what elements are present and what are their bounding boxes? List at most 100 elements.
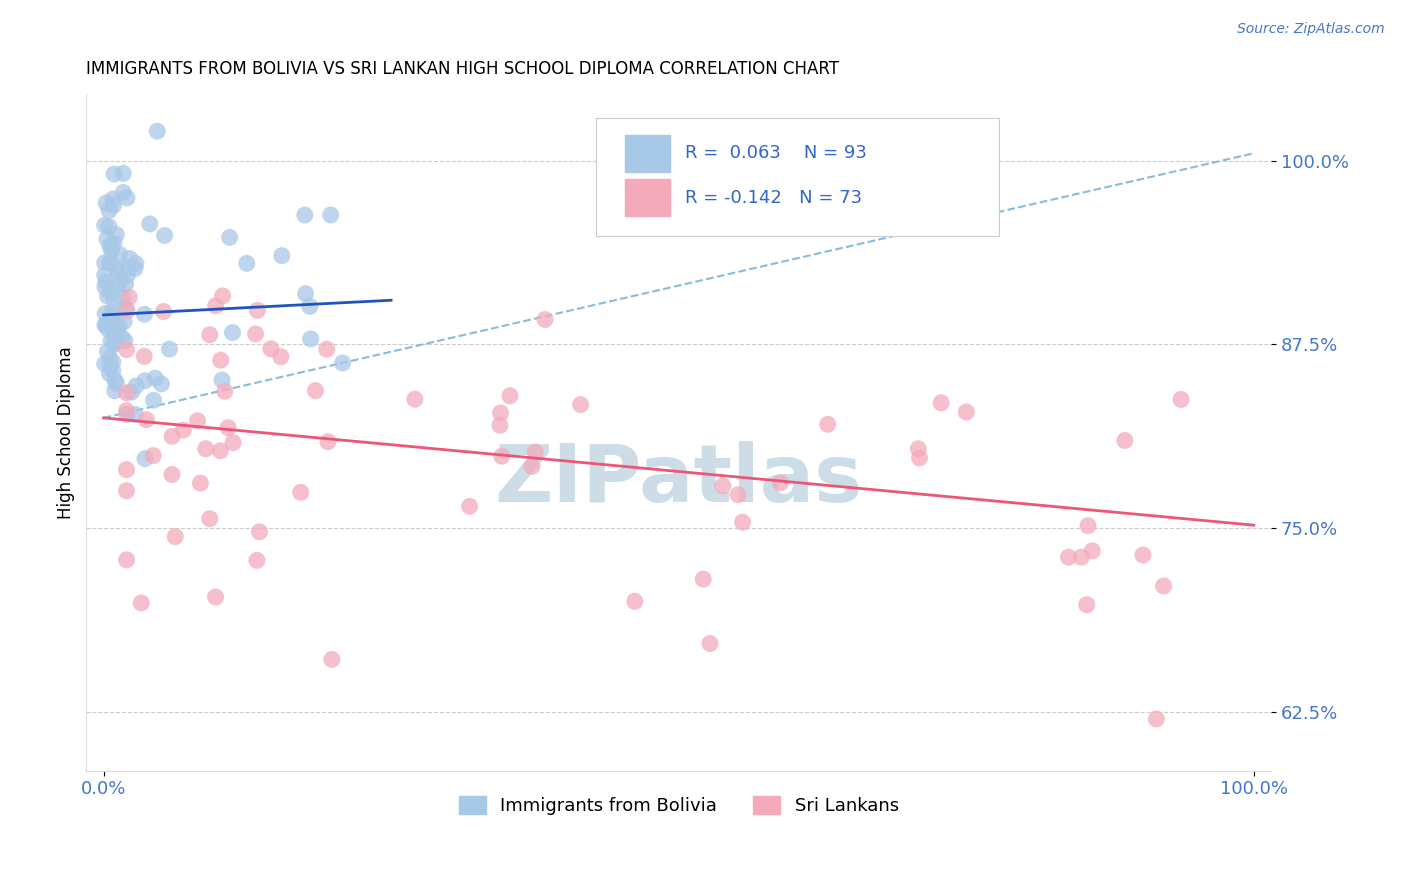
Point bbox=[1153, 579, 1175, 593]
Text: R =  0.063    N = 93: R = 0.063 N = 93 bbox=[685, 145, 866, 162]
Point bbox=[143, 371, 166, 385]
Point bbox=[731, 515, 754, 529]
Point bbox=[491, 449, 513, 463]
Point bbox=[211, 289, 233, 303]
Point bbox=[134, 374, 156, 388]
Point bbox=[105, 263, 128, 277]
Point bbox=[134, 451, 156, 466]
Point bbox=[94, 318, 117, 332]
Point bbox=[134, 350, 156, 364]
Point bbox=[100, 243, 122, 257]
Point bbox=[489, 406, 512, 420]
Point bbox=[100, 310, 122, 325]
Point bbox=[101, 363, 124, 377]
Point bbox=[96, 344, 118, 359]
Point bbox=[112, 315, 135, 329]
Point bbox=[98, 351, 121, 365]
Point bbox=[118, 290, 141, 304]
Point bbox=[165, 530, 187, 544]
Point bbox=[117, 268, 139, 282]
Point bbox=[98, 239, 121, 253]
Point bbox=[124, 261, 146, 276]
Point bbox=[125, 257, 148, 271]
Point bbox=[1132, 548, 1154, 562]
Point bbox=[100, 305, 122, 319]
Point bbox=[270, 249, 292, 263]
Point bbox=[114, 301, 136, 315]
Point bbox=[125, 379, 148, 393]
Point bbox=[221, 326, 243, 340]
Point bbox=[187, 414, 209, 428]
Point bbox=[103, 337, 125, 351]
Point bbox=[332, 356, 354, 370]
Point bbox=[104, 329, 127, 343]
Point bbox=[105, 324, 128, 338]
Point bbox=[908, 450, 931, 465]
Point bbox=[118, 260, 141, 275]
Point bbox=[103, 327, 125, 342]
Point bbox=[115, 343, 138, 357]
Bar bbox=[626, 179, 671, 217]
Point bbox=[321, 652, 343, 666]
Point bbox=[93, 256, 115, 270]
Point bbox=[146, 124, 169, 138]
Point bbox=[93, 357, 115, 371]
Point bbox=[152, 304, 174, 318]
FancyBboxPatch shape bbox=[596, 118, 998, 236]
Point bbox=[94, 196, 117, 211]
Point bbox=[114, 334, 136, 348]
Point bbox=[524, 445, 547, 459]
Point bbox=[260, 342, 283, 356]
Point bbox=[153, 228, 176, 243]
Point bbox=[699, 636, 721, 650]
Point bbox=[103, 334, 125, 349]
Point bbox=[520, 459, 543, 474]
Point bbox=[101, 241, 124, 255]
Point bbox=[294, 208, 316, 222]
Point bbox=[727, 488, 749, 502]
Point bbox=[135, 412, 157, 426]
Point bbox=[769, 475, 792, 490]
Point bbox=[101, 192, 124, 206]
Point bbox=[817, 417, 839, 432]
Point bbox=[134, 307, 156, 321]
Point bbox=[115, 191, 138, 205]
Point bbox=[138, 217, 160, 231]
Point bbox=[214, 384, 236, 399]
Point bbox=[188, 476, 211, 491]
Point bbox=[115, 408, 138, 422]
Point bbox=[100, 256, 122, 270]
Point bbox=[103, 293, 125, 307]
Point bbox=[94, 306, 117, 320]
Point bbox=[108, 247, 131, 261]
Point bbox=[1057, 550, 1080, 565]
Point bbox=[142, 449, 165, 463]
Point bbox=[209, 353, 232, 368]
Point bbox=[98, 285, 121, 299]
Point bbox=[172, 423, 194, 437]
Point bbox=[105, 261, 128, 276]
Point bbox=[294, 286, 316, 301]
Point bbox=[1170, 392, 1192, 407]
Point bbox=[298, 299, 321, 313]
Point bbox=[93, 268, 115, 283]
Point bbox=[98, 358, 121, 372]
Point bbox=[499, 389, 522, 403]
Point bbox=[160, 429, 183, 443]
Point bbox=[118, 252, 141, 266]
Point bbox=[235, 256, 257, 270]
Point bbox=[98, 367, 121, 381]
Point bbox=[623, 594, 645, 608]
Text: R = -0.142   N = 73: R = -0.142 N = 73 bbox=[685, 189, 862, 207]
Bar bbox=[626, 135, 671, 172]
Point bbox=[150, 376, 173, 391]
Point bbox=[114, 277, 136, 292]
Point bbox=[209, 443, 232, 458]
Point bbox=[198, 511, 221, 525]
Point bbox=[94, 280, 117, 294]
Point bbox=[96, 232, 118, 246]
Point bbox=[217, 420, 239, 434]
Point bbox=[458, 500, 481, 514]
Point bbox=[222, 435, 245, 450]
Point bbox=[315, 343, 337, 357]
